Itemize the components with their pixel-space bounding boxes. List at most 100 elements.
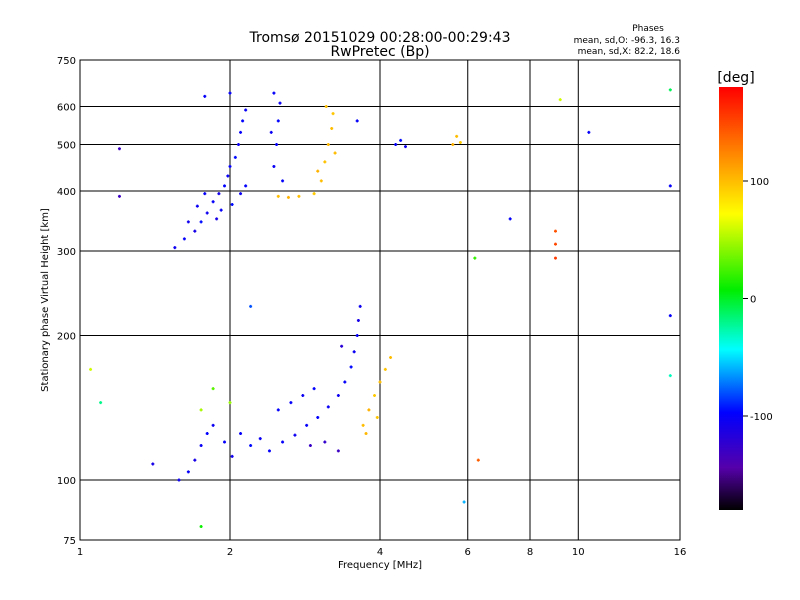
x-tick-label: 8 (527, 547, 533, 558)
data-point (343, 380, 347, 384)
data-point (241, 119, 245, 123)
data-point (394, 143, 398, 147)
data-point (275, 143, 279, 147)
data-point (239, 432, 243, 436)
y-tick-label: 500 (57, 141, 76, 152)
stats-line-o: mean, sd,O: -96.3, 16.3 (574, 36, 680, 46)
data-point (276, 194, 280, 198)
data-point (223, 440, 227, 444)
data-point (323, 160, 327, 164)
data-point (177, 478, 181, 482)
data-point (258, 437, 262, 441)
data-point (239, 192, 243, 196)
data-point (301, 394, 305, 398)
x-tick-label: 1 (77, 547, 83, 558)
plot-frame (79, 59, 681, 541)
data-point (249, 304, 253, 308)
data-point (451, 143, 455, 147)
data-point (340, 344, 344, 348)
x-axis-label: Frequency [MHz] (338, 560, 422, 571)
y-axis-label: Stationary phase Virtual Height [km] (40, 208, 51, 392)
data-point (272, 91, 276, 95)
data-point (249, 444, 253, 448)
data-point (473, 256, 477, 260)
data-point (117, 194, 121, 198)
y-tick-label: 300 (57, 247, 76, 258)
data-point (462, 500, 466, 504)
x-tick-label: 10 (572, 547, 585, 558)
y-tick-label: 600 (57, 103, 76, 114)
data-point (215, 217, 219, 221)
data-point (269, 130, 273, 134)
data-point (375, 415, 379, 419)
data-point (358, 304, 362, 308)
data-point (219, 208, 223, 212)
colorbar-tick-label: -100 (750, 412, 773, 423)
data-point (203, 192, 207, 196)
data-point (316, 415, 320, 419)
data-point (173, 246, 177, 250)
data-point (312, 387, 316, 391)
data-point (305, 423, 309, 427)
data-point (336, 394, 340, 398)
data-point (211, 423, 215, 427)
data-point (336, 449, 340, 453)
data-point (324, 105, 328, 109)
data-point (308, 444, 312, 448)
data-point (286, 195, 290, 199)
colorbar-label: [deg] (717, 70, 754, 86)
data-point (186, 220, 190, 224)
data-point (403, 145, 407, 149)
data-point (272, 164, 276, 168)
data-point (330, 126, 334, 130)
data-point (297, 194, 301, 198)
data-point (383, 367, 387, 371)
data-point (373, 394, 377, 398)
data-point (587, 130, 591, 134)
data-point (199, 444, 203, 448)
y-tick-label: 100 (57, 476, 76, 487)
data-point (361, 423, 365, 427)
data-point (193, 458, 197, 462)
data-point (553, 229, 557, 233)
data-point (226, 174, 230, 178)
data-point (367, 408, 371, 412)
data-point (326, 143, 330, 147)
data-point (205, 432, 209, 436)
data-point (230, 202, 234, 206)
data-point (355, 334, 359, 338)
data-point (356, 318, 360, 322)
data-point (151, 462, 155, 466)
data-point (278, 101, 282, 105)
stats-line-x: mean, sd,X: 82.2, 18.6 (578, 47, 681, 57)
data-point (352, 350, 356, 354)
data-point (211, 200, 215, 204)
colorbar (719, 87, 743, 510)
y-tick-label: 750 (57, 56, 76, 67)
data-point (378, 380, 382, 384)
data-point (182, 237, 186, 241)
data-point (193, 229, 197, 233)
data-point (228, 164, 232, 168)
data-point (228, 401, 232, 405)
data-point (389, 355, 393, 359)
data-point (199, 525, 203, 529)
data-point (199, 408, 203, 412)
data-point (199, 220, 203, 224)
data-point (326, 405, 330, 409)
y-tick-label: 200 (57, 332, 76, 343)
data-point (293, 433, 297, 437)
data-point (553, 242, 557, 246)
data-point (117, 147, 121, 151)
data-point (239, 130, 243, 134)
stats-heading: Phases (632, 24, 664, 34)
data-point (668, 314, 672, 318)
data-point (195, 204, 199, 208)
x-tick-label: 2 (227, 547, 233, 558)
data-point (668, 374, 672, 378)
data-point (558, 98, 562, 102)
data-point (205, 211, 209, 215)
data-point (289, 401, 293, 405)
data-point (244, 184, 248, 188)
